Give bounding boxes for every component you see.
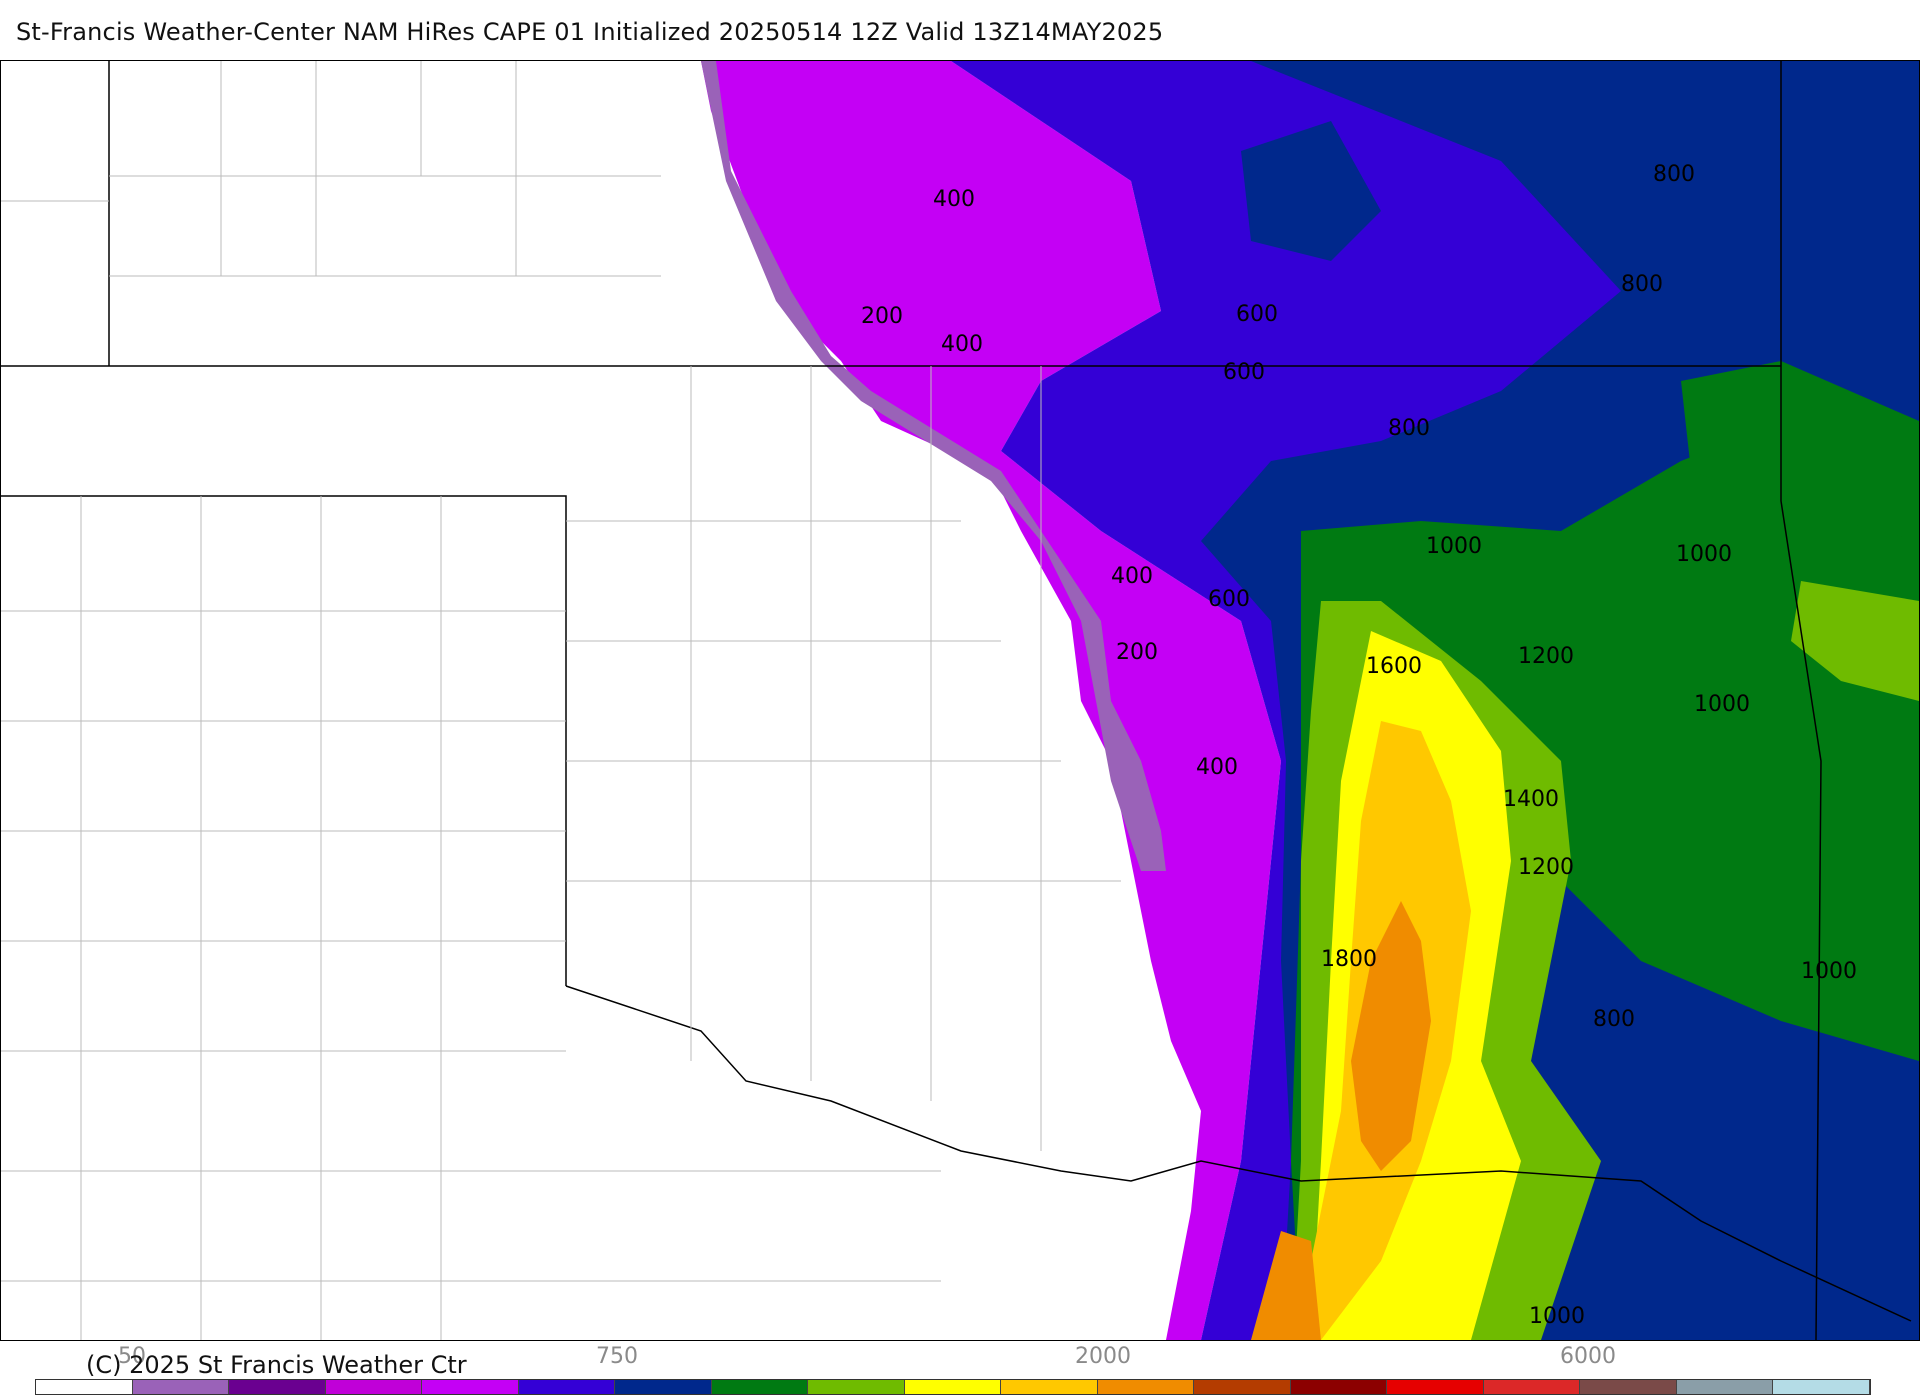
colorbar-swatch xyxy=(518,1380,615,1394)
copyright-text: (C) 2025 St Francis Weather Ctr xyxy=(86,1351,467,1379)
colorbar-swatch xyxy=(1387,1380,1484,1394)
contour-label: 600 xyxy=(1223,360,1265,385)
footer-legend: 50 (C) 2025 St Francis Weather Ctr 750 2… xyxy=(0,1339,1920,1400)
contour-label: 1600 xyxy=(1366,654,1422,679)
cape-fill-light-purple xyxy=(701,61,1166,871)
contour-label: 1200 xyxy=(1518,644,1574,669)
contour-label: 1800 xyxy=(1321,947,1377,972)
contour-label: 1000 xyxy=(1676,542,1732,567)
state-boundaries xyxy=(1,61,1912,1340)
header-bar: St-Francis Weather-Center NAM HiRes CAPE… xyxy=(0,0,1920,60)
map-title: St-Francis Weather-Center NAM HiRes CAPE… xyxy=(16,18,1164,46)
contour-labels: 400 200 400 600 600 800 800 800 1000 100… xyxy=(861,162,1857,1329)
cape-fill-orange xyxy=(1351,901,1431,1171)
cape-fill-green-east xyxy=(1681,361,1919,541)
colorbar-swatch xyxy=(808,1380,905,1394)
colorbar-swatch xyxy=(615,1380,712,1394)
contour-label: 1200 xyxy=(1518,855,1574,880)
colorbar-swatch xyxy=(904,1380,1001,1394)
contour-label: 600 xyxy=(1236,302,1278,327)
contour-label: 200 xyxy=(861,304,903,329)
scale-label: 50 xyxy=(118,1344,146,1369)
contour-label: 400 xyxy=(1196,755,1238,780)
colorbar-swatch xyxy=(1773,1380,1870,1394)
contour-label: 800 xyxy=(1388,416,1430,441)
colorbar-swatch xyxy=(1676,1380,1773,1394)
colorbar-swatch xyxy=(1483,1380,1580,1394)
contour-label: 1000 xyxy=(1694,692,1750,717)
contour-label: 400 xyxy=(1111,564,1153,589)
contour-label: 400 xyxy=(941,332,983,357)
cape-map[interactable]: 400 200 400 600 600 800 800 800 1000 100… xyxy=(0,60,1920,1341)
colorbar-swatch xyxy=(325,1380,422,1394)
scale-label: 750 xyxy=(596,1344,638,1369)
colorbar-swatch xyxy=(711,1380,808,1394)
contour-label: 1400 xyxy=(1503,787,1559,812)
scale-label: 2000 xyxy=(1075,1344,1131,1369)
contour-label: 800 xyxy=(1593,1007,1635,1032)
colorbar-swatch xyxy=(36,1380,133,1394)
colorbar-swatch xyxy=(1580,1380,1677,1394)
contour-label: 400 xyxy=(933,187,975,212)
cape-fill-magenta xyxy=(701,61,1281,1340)
colorbar-swatch xyxy=(1290,1380,1387,1394)
colorbar-swatch xyxy=(132,1380,229,1394)
colorbar-swatch xyxy=(229,1380,326,1394)
contour-label: 200 xyxy=(1116,640,1158,665)
contour-label: 1000 xyxy=(1426,534,1482,559)
contour-label: 1000 xyxy=(1529,1304,1585,1329)
contour-label: 600 xyxy=(1208,587,1250,612)
contour-label: 800 xyxy=(1653,162,1695,187)
county-boundaries xyxy=(1,61,1121,1340)
cape-fill-light-green-east xyxy=(1791,581,1919,701)
contour-label: 800 xyxy=(1621,272,1663,297)
colorbar-swatch xyxy=(422,1380,519,1394)
colorbar-swatch xyxy=(1097,1380,1194,1394)
cape-fill-navy-north xyxy=(1241,121,1381,261)
colorbar-swatch xyxy=(1001,1380,1098,1394)
map-canvas: 400 200 400 600 600 800 800 800 1000 100… xyxy=(1,61,1919,1340)
colorbar-swatch xyxy=(1194,1380,1291,1394)
scale-label: 6000 xyxy=(1560,1344,1616,1369)
cape-fill-green xyxy=(1291,421,1919,1340)
color-scale-bar xyxy=(35,1379,1871,1395)
contour-label: 1000 xyxy=(1801,959,1857,984)
cape-fill-orange-south xyxy=(1251,1231,1321,1340)
